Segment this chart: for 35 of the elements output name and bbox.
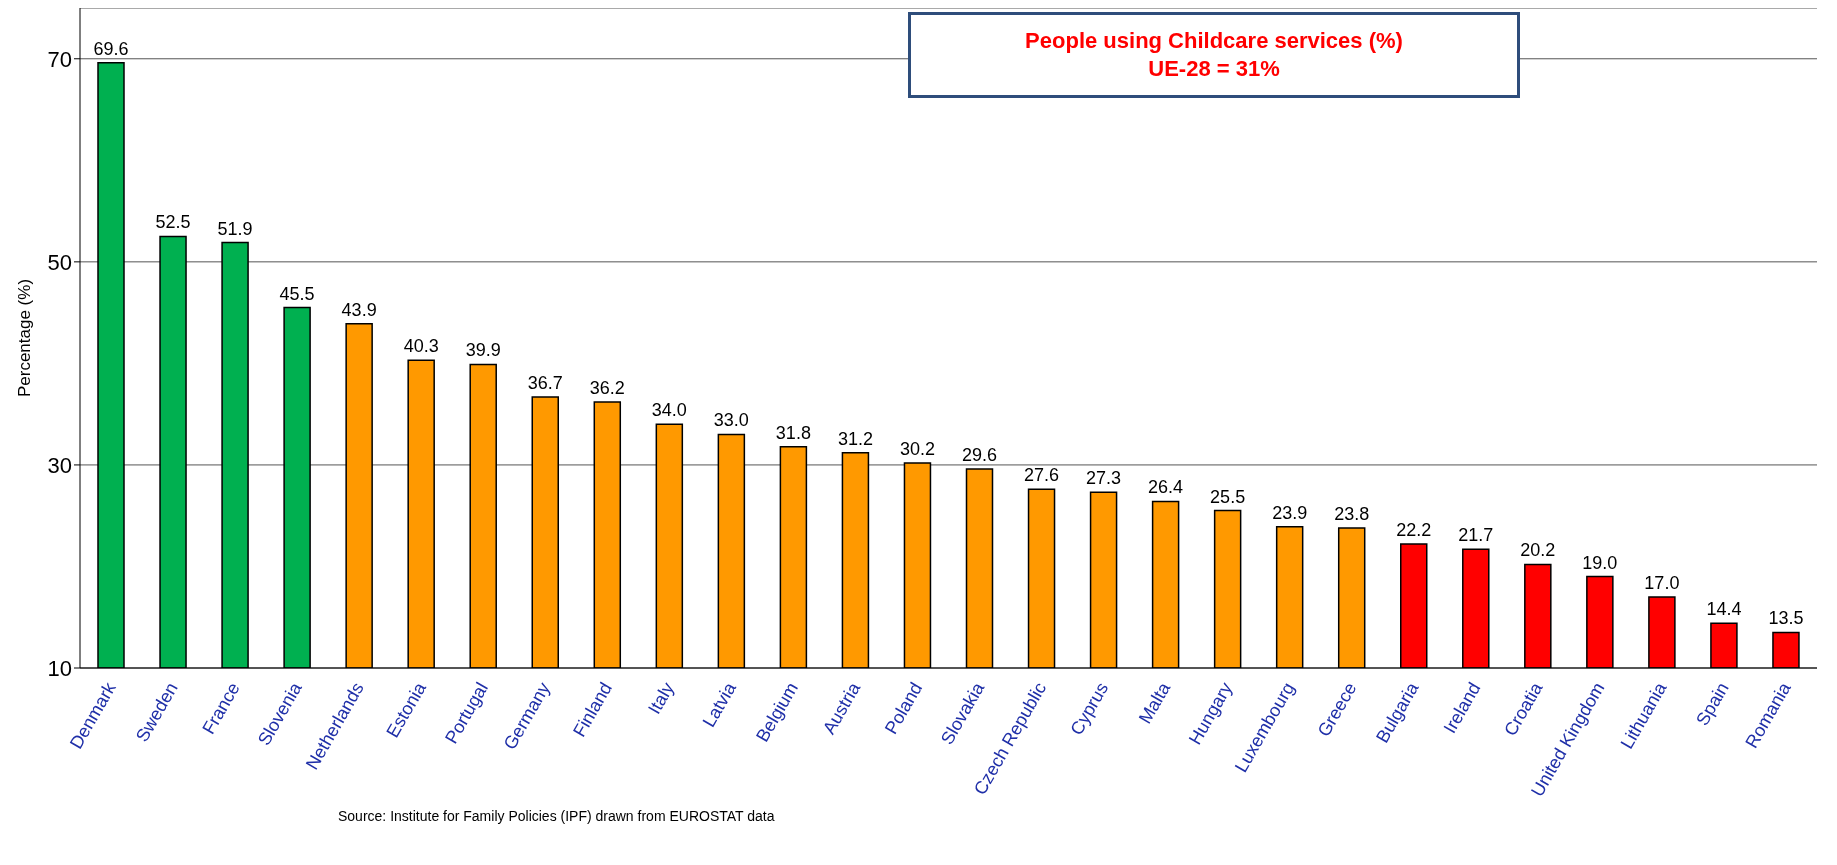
data-label: 43.9 — [341, 299, 377, 320]
data-label: 23.9 — [1272, 502, 1308, 523]
data-label: 33.0 — [713, 410, 749, 431]
data-label: 30.2 — [899, 438, 935, 459]
data-label: 27.3 — [1086, 468, 1122, 489]
data-label: 36.2 — [589, 377, 625, 398]
data-label: 34.0 — [651, 400, 687, 421]
data-label: 36.7 — [527, 372, 563, 393]
data-label: 40.3 — [403, 336, 439, 357]
y-tick-label: 70 — [47, 46, 72, 72]
data-label: 14.4 — [1706, 599, 1742, 620]
data-label: 21.7 — [1458, 525, 1494, 546]
data-label: 13.5 — [1768, 608, 1804, 629]
data-label: 51.9 — [217, 218, 253, 239]
data-label: 39.9 — [465, 340, 501, 361]
data-label: 31.8 — [775, 422, 811, 443]
title-box: People using Childcare services (%) UE-28 = 31% — [908, 12, 1520, 98]
data-label: 23.8 — [1334, 503, 1370, 524]
source-note: Source: Institute for Family Policies (IPF) drawn from EUROSTAT data — [338, 808, 775, 824]
data-label: 26.4 — [1148, 477, 1184, 498]
y-tick-label: 10 — [47, 655, 72, 681]
data-label: 20.2 — [1520, 540, 1556, 561]
data-label: 52.5 — [155, 212, 191, 233]
data-label: 69.6 — [93, 38, 129, 59]
data-label: 17.0 — [1644, 572, 1680, 593]
data-label: 25.5 — [1210, 486, 1246, 507]
data-label: 29.6 — [961, 444, 998, 465]
y-tick-label: 30 — [47, 452, 72, 478]
data-label: 27.6 — [1024, 465, 1060, 486]
data-label: 31.2 — [837, 428, 873, 449]
y-tick-label: 50 — [47, 249, 72, 275]
data-label: 22.2 — [1396, 520, 1432, 541]
data-label: 45.5 — [279, 283, 315, 304]
data-label: 19.0 — [1582, 552, 1618, 573]
y-axis-title: Percentage (%) — [15, 278, 35, 398]
